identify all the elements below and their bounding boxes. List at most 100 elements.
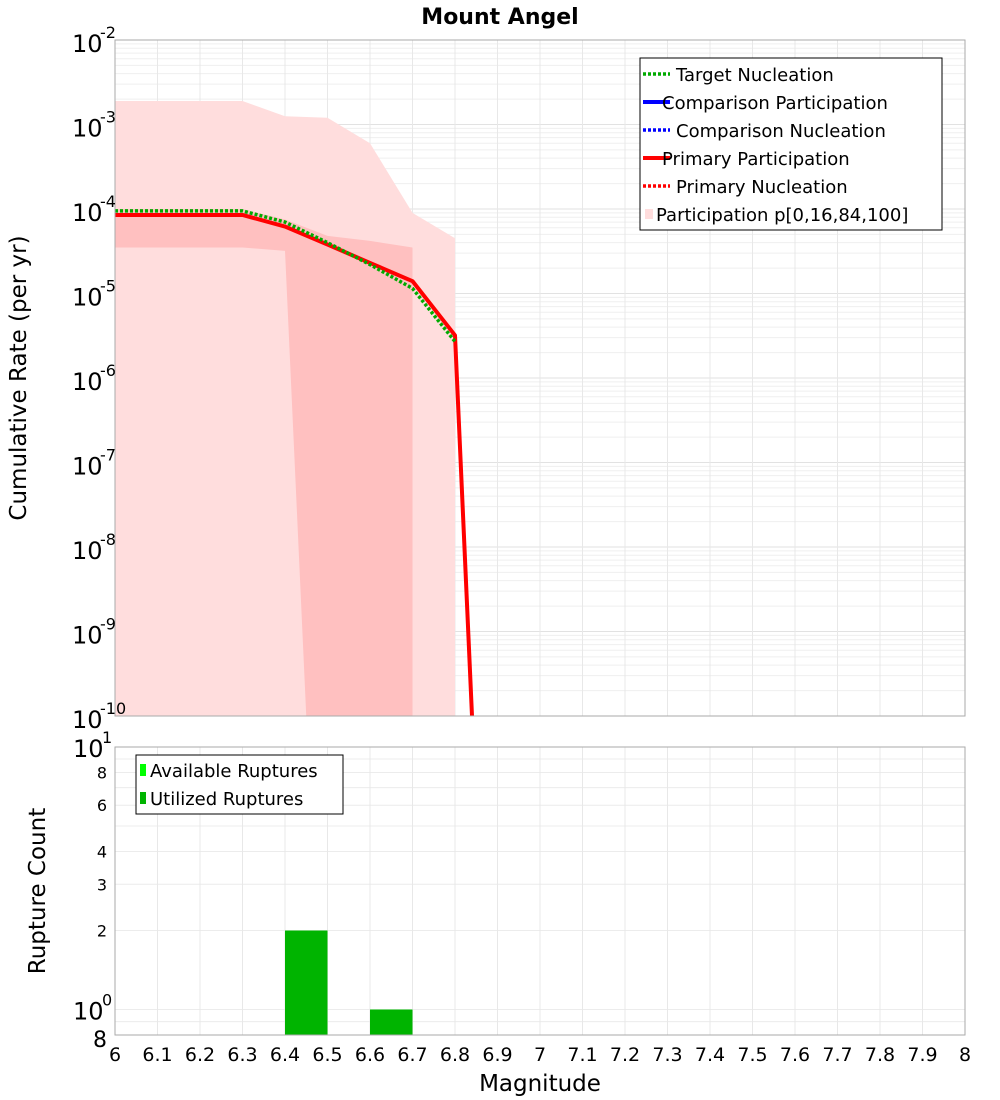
legend-entry: Primary Nucleation (643, 177, 848, 198)
x-tick-label: 8 (959, 1044, 971, 1066)
legend-entry: Primary Participation (643, 149, 850, 170)
y-tick-label: 10-9 (72, 615, 116, 650)
x-tick-label: 6 (109, 1044, 121, 1066)
y-tick-label: 100 (73, 991, 112, 1026)
x-tick-label: 6.8 (440, 1044, 470, 1066)
top-y-axis-label: Cumulative Rate (per yr) (6, 235, 32, 520)
y-tick-base: 10 (72, 622, 103, 650)
bottom-bars (285, 930, 413, 1035)
y-tick-exponent: -2 (100, 23, 116, 42)
x-tick-label: 7.5 (737, 1044, 767, 1066)
legend-entry: Utilized Ruptures (140, 789, 303, 810)
legend-label: Available Ruptures (150, 761, 318, 782)
x-tick-label: 7.4 (695, 1044, 725, 1066)
y-tick-label: 10-4 (72, 192, 116, 227)
y-tick-minor-label: 4 (97, 842, 107, 861)
y-tick-exponent: -10 (100, 699, 126, 718)
y-tick-base: 10 (72, 199, 103, 227)
legend-label: Primary Nucleation (676, 177, 848, 198)
x-tick-label: 6.3 (227, 1044, 257, 1066)
legend-label: Comparison Participation (662, 93, 888, 114)
y-tick-exponent: -6 (100, 361, 116, 380)
y-tick-base: 10 (72, 30, 103, 58)
x-tick-label: 6.5 (312, 1044, 342, 1066)
x-tick-labels: 6 6.1 6.2 6.3 6.4 6.5 6.6 6.7 6.8 6.9 7 7.1 7.2 7.3 7.… (109, 1044, 971, 1066)
x-tick-label: 6.2 (185, 1044, 215, 1066)
bottom-legend: Available Ruptures Utilized Ruptures (135, 754, 344, 815)
y-tick-exponent: -5 (100, 277, 116, 296)
top-legend-box (639, 57, 943, 231)
top-plot-frame (114, 39, 966, 717)
legend-entry: Comparison Participation (643, 93, 888, 114)
legend-swatch (645, 209, 653, 219)
bar-utilized-ruptures (370, 1009, 413, 1035)
legend-label: Utilized Ruptures (150, 789, 303, 810)
legend-entry: Target Nucleation (643, 65, 834, 86)
y-tick-base: 10 (73, 735, 104, 763)
bottom-y-axis-label: Rupture Count (25, 808, 51, 974)
x-axis-label: Magnitude (479, 1071, 601, 1097)
top-lines (115, 209, 474, 716)
top-legend: Target Nucleation Comparison Participatio… (639, 57, 943, 231)
x-tick-label: 6.7 (397, 1044, 427, 1066)
y-tick-minor-label: 2 (97, 922, 107, 941)
x-tick-label: 7.7 (822, 1044, 852, 1066)
y-tick-label: 10-6 (72, 361, 116, 396)
x-tick-label: 7.8 (865, 1044, 895, 1066)
x-tick-label: 6.1 (142, 1044, 172, 1066)
legend-entry: Participation p[0,16,84,100] (645, 205, 908, 226)
y-tick-exponent: -8 (100, 530, 116, 549)
y-tick-exponent: -7 (100, 446, 116, 465)
y-tick-minor-label: 8 (93, 1028, 107, 1053)
y-tick-label: 10-2 (72, 23, 116, 58)
x-tick-label: 7.1 (567, 1044, 597, 1066)
y-tick-label: 10-3 (72, 108, 116, 143)
chart-title: Mount Angel (421, 5, 578, 30)
band-p16-p84 (115, 209, 413, 716)
legend-entry: Comparison Nucleation (643, 121, 886, 142)
y-tick-minor-label: 3 (97, 875, 107, 894)
y-tick-minor-label: 8 (97, 763, 107, 782)
top-bands (115, 100, 455, 717)
legend-label: Primary Participation (662, 149, 850, 170)
x-tick-label: 7.2 (610, 1044, 640, 1066)
legend-entry: Available Ruptures (140, 761, 318, 782)
x-tick-label: 7.6 (780, 1044, 810, 1066)
x-tick-label: 7 (534, 1044, 546, 1066)
legend-swatch (140, 764, 146, 776)
legend-swatch (140, 792, 146, 804)
y-tick-label: 10-10 (72, 699, 126, 734)
y-tick-label: 101 (73, 728, 112, 763)
x-tick-label: 7.3 (652, 1044, 682, 1066)
x-tick-label: 6.4 (270, 1044, 300, 1066)
top-y-tick-labels: 10-210-310-410-510-610-710-810-910-10 (72, 23, 126, 734)
x-tick-label: 6.6 (355, 1044, 385, 1066)
bar-utilized-ruptures (285, 930, 328, 1035)
y-tick-base: 10 (73, 998, 104, 1026)
y-tick-base: 10 (72, 115, 103, 143)
y-tick-base: 10 (72, 368, 103, 396)
y-tick-base: 10 (72, 706, 103, 734)
y-tick-label: 10-7 (72, 446, 116, 481)
y-tick-exponent: -3 (100, 108, 116, 127)
bottom-plot-frame (114, 746, 966, 1036)
x-tick-label: 6.9 (482, 1044, 512, 1066)
y-tick-exponent: 0 (102, 991, 112, 1010)
y-tick-label: 10-8 (72, 530, 116, 565)
bottom-legend-box (135, 754, 344, 815)
y-tick-base: 10 (72, 537, 103, 565)
y-tick-exponent: -9 (100, 615, 116, 634)
legend-label: Comparison Nucleation (676, 121, 886, 142)
y-tick-base: 10 (72, 284, 103, 312)
y-tick-minor-label: 6 (97, 796, 107, 815)
legend-label: Participation p[0,16,84,100] (656, 205, 908, 226)
series-line-target-nucleation (115, 209, 457, 343)
legend-label: Target Nucleation (675, 65, 834, 86)
y-tick-base: 10 (72, 453, 103, 481)
y-tick-exponent: -4 (100, 192, 116, 211)
y-tick-exponent: 1 (102, 728, 112, 747)
y-tick-label: 10-5 (72, 277, 116, 312)
